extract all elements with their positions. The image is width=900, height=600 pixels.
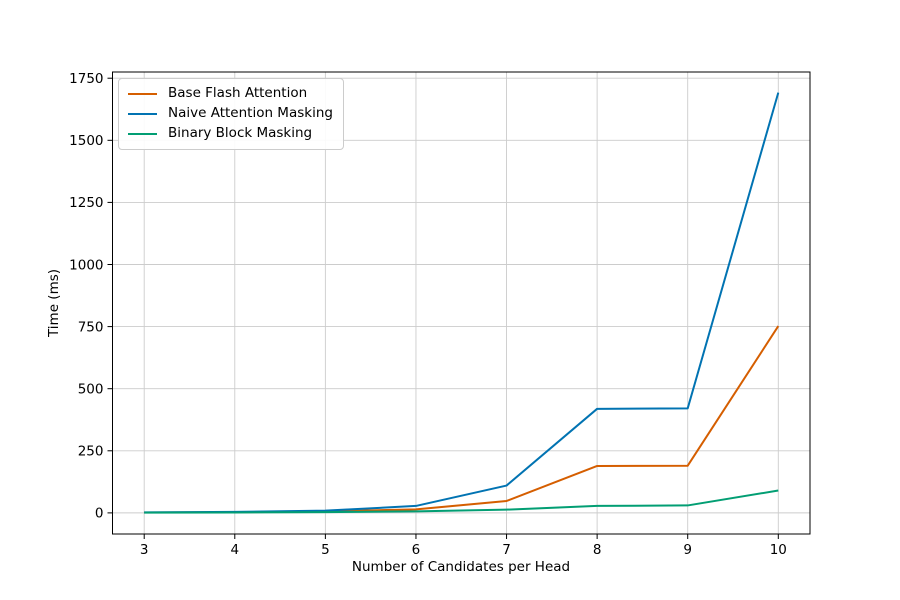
legend-line-naive-attention-masking bbox=[128, 112, 157, 116]
legend-line-binary-block-masking bbox=[128, 132, 157, 136]
y-axis-label: Time (ms) bbox=[46, 268, 62, 338]
y-tick-label-750: 750 bbox=[78, 319, 104, 335]
legend-entry-binary-block-masking: Binary Block Masking bbox=[128, 127, 333, 141]
x-tick-label-7: 7 bbox=[502, 542, 511, 558]
legend-line-base-flash-attention bbox=[128, 92, 157, 96]
y-tick-label-1000: 1000 bbox=[69, 257, 103, 273]
y-tick-label-250: 250 bbox=[78, 444, 104, 460]
x-tick-label-5: 5 bbox=[321, 542, 330, 558]
y-tick-label-0: 0 bbox=[95, 506, 104, 522]
legend-label-naive-attention-masking: Naive Attention Masking bbox=[168, 105, 333, 122]
legend-label-base-flash-attention: Base Flash Attention bbox=[168, 85, 308, 102]
series-line-base-flash-attention bbox=[144, 325, 780, 514]
series-line-naive-attention-masking bbox=[144, 92, 780, 514]
axes-spines bbox=[112, 71, 811, 535]
legend-entry-naive-attention-masking: Naive Attention Masking bbox=[128, 107, 333, 121]
y-tick-label-1750: 1750 bbox=[69, 71, 103, 87]
x-tick-label-4: 4 bbox=[230, 542, 239, 558]
x-tick-label-6: 6 bbox=[412, 542, 421, 558]
x-axis-label: Number of Candidates per Head bbox=[351, 559, 571, 575]
legend-entry-base-flash-attention: Base Flash Attention bbox=[128, 87, 333, 101]
x-tick-label-3: 3 bbox=[140, 542, 149, 558]
series-line-binary-block-masking bbox=[144, 489, 779, 514]
chart-legend: Base Flash Attention Naive Attention Mas… bbox=[118, 78, 344, 150]
y-tick-label-500: 500 bbox=[78, 381, 104, 397]
x-tick-label-8: 8 bbox=[593, 542, 602, 558]
y-tick-label-1500: 1500 bbox=[69, 133, 103, 149]
legend-label-binary-block-masking: Binary Block Masking bbox=[168, 125, 313, 142]
y-tick-label-1250: 1250 bbox=[69, 195, 103, 211]
x-tick-label-9: 9 bbox=[683, 542, 692, 558]
x-tick-label-10: 10 bbox=[770, 542, 787, 558]
